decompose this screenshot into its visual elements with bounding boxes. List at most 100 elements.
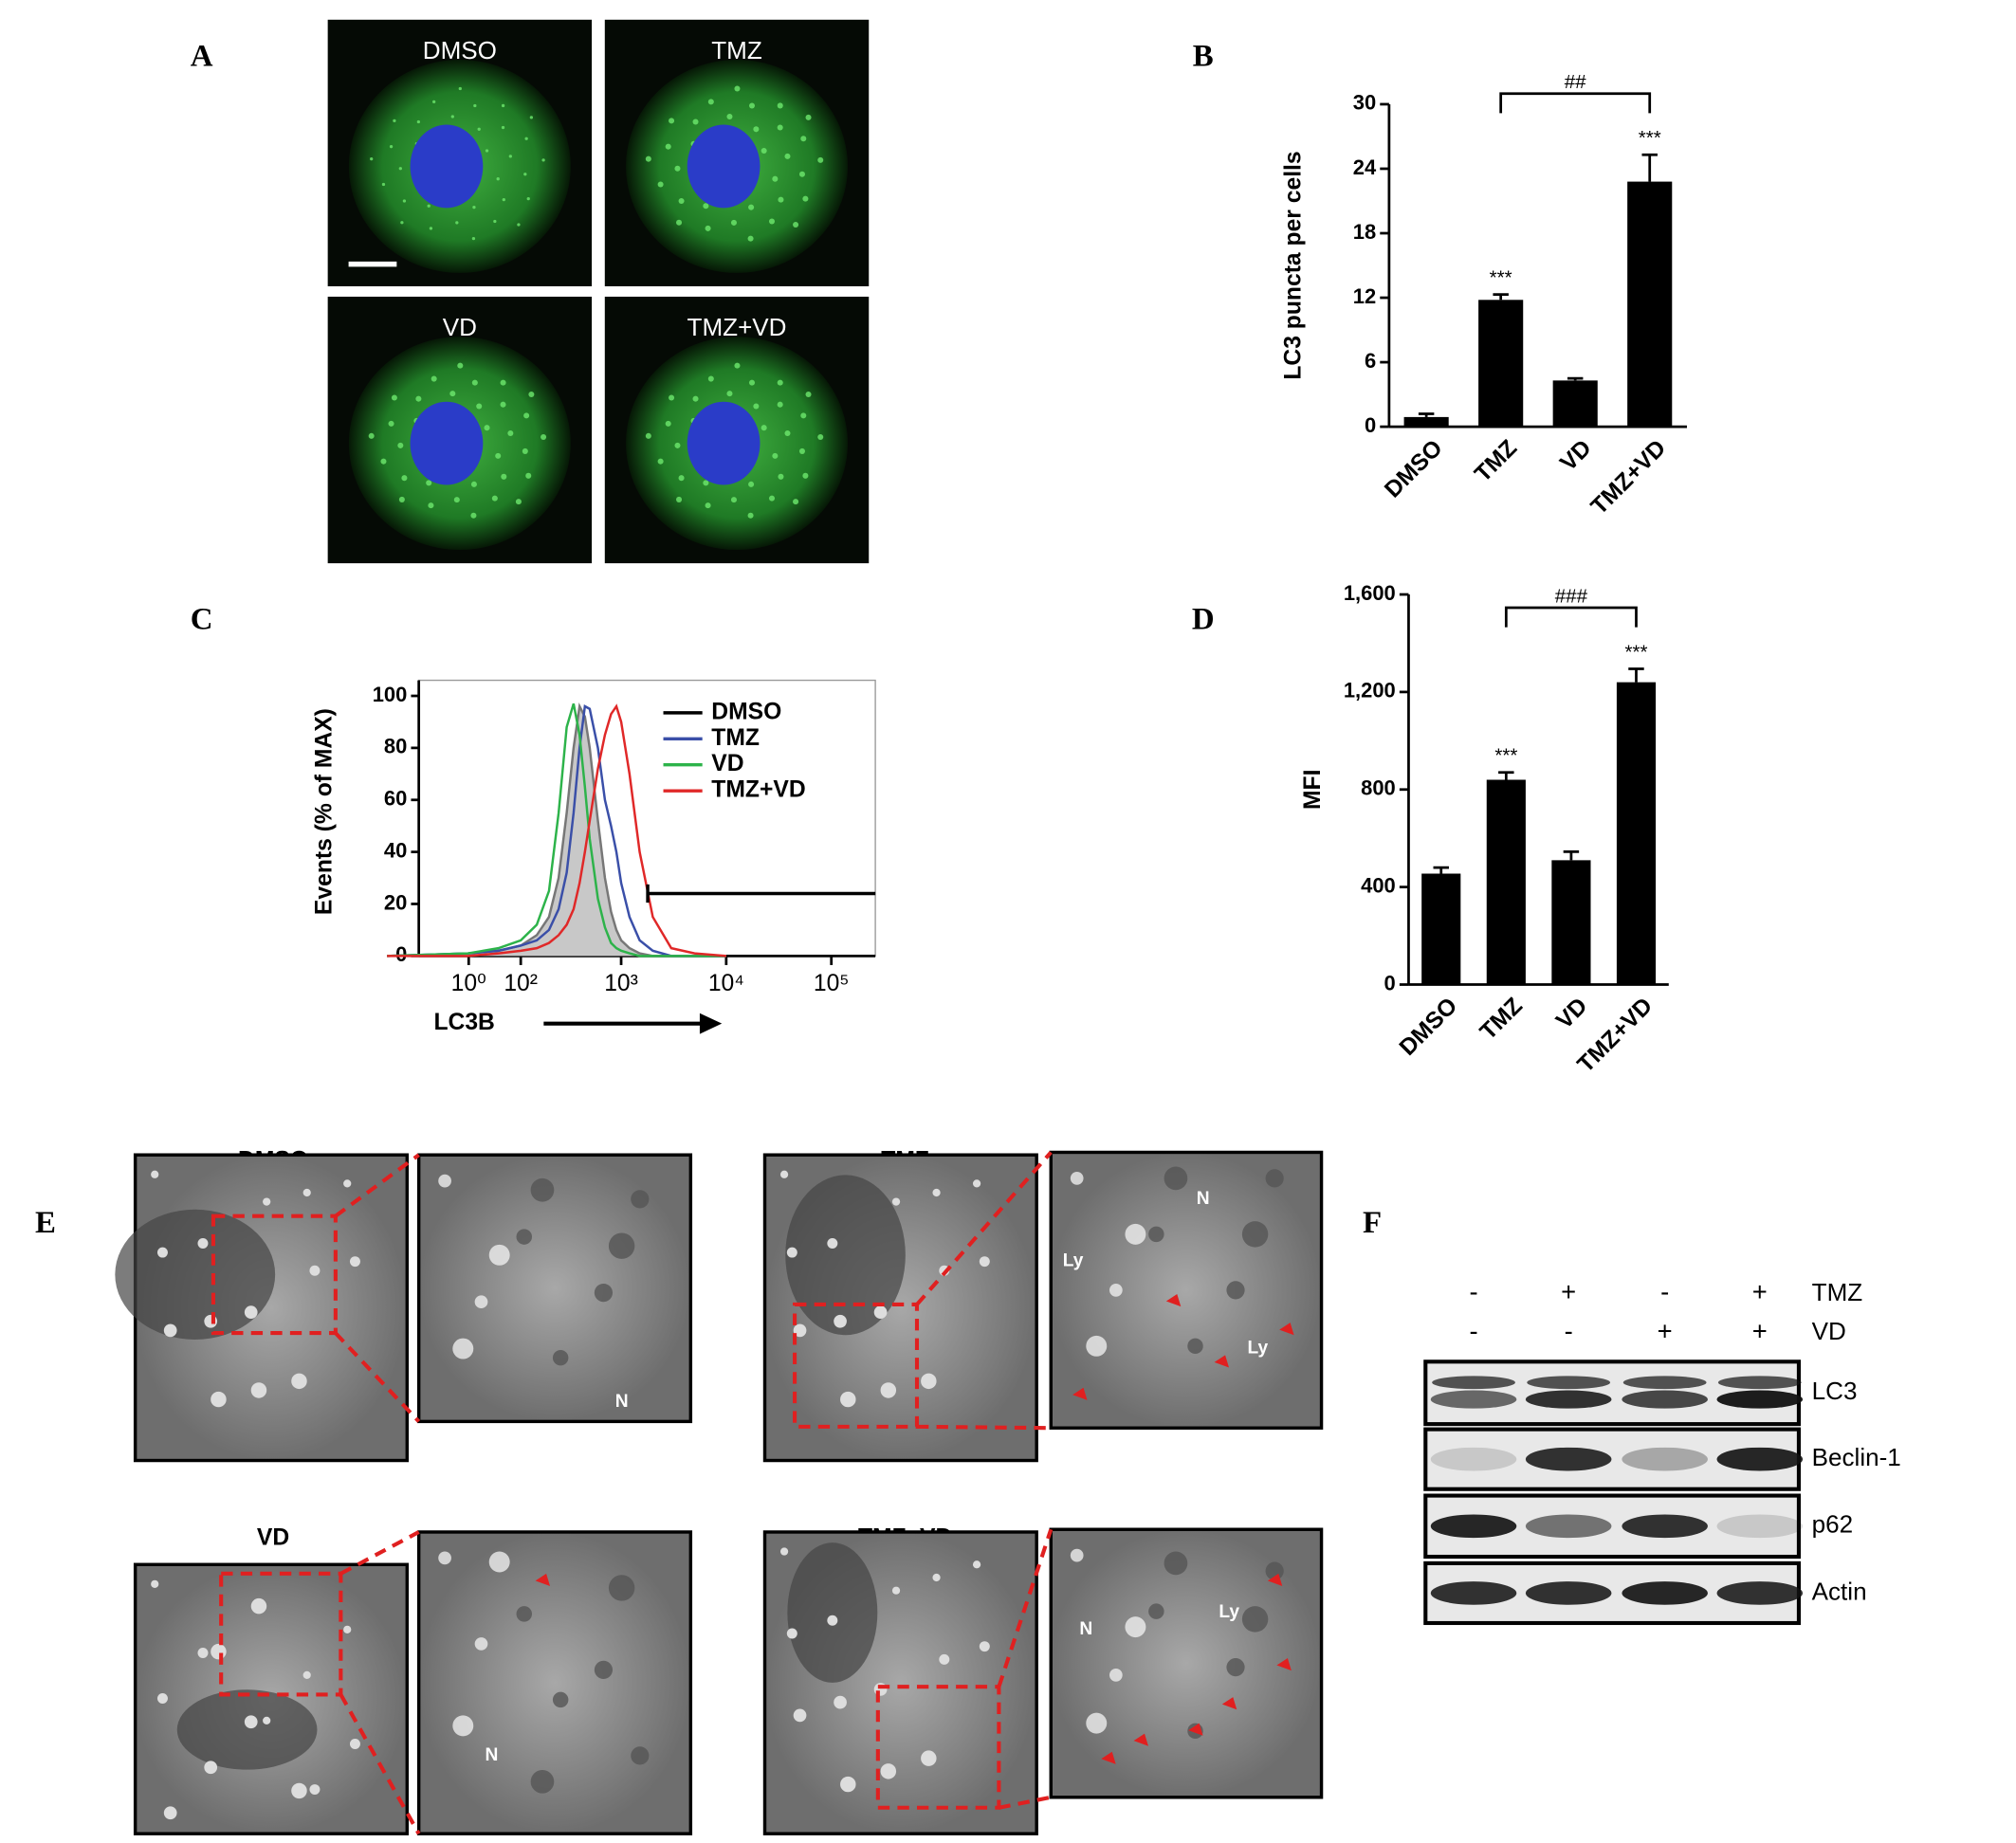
puncta <box>726 113 733 119</box>
treatment-sign: - <box>1469 1316 1477 1345</box>
vesicle <box>939 1653 950 1665</box>
band <box>1525 1447 1612 1471</box>
significance: *** <box>1624 641 1647 663</box>
vesicle <box>840 1776 856 1793</box>
band <box>1622 1390 1708 1409</box>
panel-label: C <box>191 602 213 636</box>
vesicle <box>530 1177 555 1202</box>
band <box>1716 1581 1804 1605</box>
x-tick-label: 10⁰ <box>451 971 486 996</box>
vesicle <box>921 1750 937 1766</box>
puncta <box>524 137 528 140</box>
puncta <box>391 394 397 401</box>
puncta <box>777 124 783 131</box>
vesicle <box>608 1575 635 1601</box>
vesicle <box>1148 1226 1164 1243</box>
puncta <box>496 177 500 181</box>
histogram-area <box>387 705 726 957</box>
puncta <box>778 473 784 480</box>
puncta <box>805 391 812 398</box>
vesicle <box>211 1643 227 1660</box>
em-annotation: Ly <box>1248 1339 1269 1359</box>
puncta <box>705 502 711 509</box>
x-tick-label: VD <box>1555 435 1596 476</box>
y-axis-label: MFI <box>1300 770 1326 810</box>
x-tick-label: DMSO <box>1380 435 1447 502</box>
treatment-sign: + <box>1561 1277 1576 1306</box>
vesicle <box>594 1283 614 1303</box>
vesicle <box>921 1373 937 1390</box>
band <box>1622 1376 1707 1390</box>
vesicle <box>786 1628 797 1639</box>
protein-label: LC3 <box>1812 1377 1858 1405</box>
micrograph-label: TMZ+VD <box>687 313 787 341</box>
vesicle <box>438 1551 451 1565</box>
puncta <box>507 429 514 437</box>
puncta <box>457 362 464 369</box>
y-tick-label: 80 <box>384 735 407 758</box>
vesicle <box>1164 1551 1188 1576</box>
vesicle <box>349 1256 360 1268</box>
vesicle <box>932 1573 941 1582</box>
puncta <box>817 156 824 163</box>
vesicle <box>1125 1616 1146 1638</box>
arrowhead <box>1072 1387 1088 1400</box>
puncta <box>473 103 477 108</box>
vesicle <box>474 1637 488 1651</box>
band <box>1622 1581 1708 1605</box>
y-tick-label: 800 <box>1361 776 1396 800</box>
vesicle <box>163 1323 177 1338</box>
puncta <box>400 221 404 225</box>
x-axis-label: LC3B <box>433 1010 494 1035</box>
legend-label: VD <box>711 751 743 776</box>
y-tick-label: 24 <box>1353 155 1377 179</box>
puncta <box>485 149 489 153</box>
micrograph-label: VD <box>443 313 477 341</box>
x-tick-label: 10⁵ <box>814 971 850 996</box>
y-axis-label: Events (% of MAX) <box>311 708 337 915</box>
panel-label: E <box>35 1206 56 1240</box>
vesicle <box>834 1695 847 1709</box>
puncta <box>470 512 477 519</box>
puncta <box>381 182 386 187</box>
puncta <box>398 496 405 502</box>
puncta <box>730 219 737 226</box>
puncta <box>541 158 545 162</box>
puncta <box>502 198 505 202</box>
puncta <box>793 221 799 228</box>
vesicle <box>1125 1223 1146 1245</box>
puncta <box>798 171 805 177</box>
histogram-line <box>387 703 727 958</box>
zoom-line <box>997 1528 1054 1688</box>
vesicle <box>979 1256 990 1268</box>
treatment-name: TMZ <box>1812 1278 1863 1306</box>
vesicle <box>302 1188 311 1197</box>
puncta <box>676 219 683 226</box>
em-annotation: N <box>1079 1619 1092 1639</box>
vesicle <box>1070 1548 1084 1562</box>
significance: *** <box>1490 267 1512 289</box>
arrowhead <box>1279 1323 1294 1336</box>
puncta <box>500 379 506 386</box>
vesicle <box>343 1179 352 1188</box>
vesicle <box>1265 1169 1284 1188</box>
puncta <box>753 403 760 410</box>
em-title: VD <box>257 1524 289 1550</box>
puncta <box>515 499 522 505</box>
bar <box>1403 416 1449 428</box>
puncta <box>525 472 532 479</box>
vesicle <box>291 1373 307 1390</box>
puncta <box>748 102 756 109</box>
arrowhead <box>1267 1573 1283 1586</box>
em-zoom <box>416 1530 693 1835</box>
puncta <box>777 401 783 408</box>
zoom-box <box>792 1302 920 1429</box>
puncta <box>730 497 737 503</box>
vesicle <box>452 1715 474 1737</box>
y-tick-label: 400 <box>1361 873 1396 897</box>
puncta <box>523 412 530 419</box>
vesicle <box>1226 1658 1245 1677</box>
puncta <box>455 221 459 225</box>
significance: *** <box>1639 127 1661 149</box>
vesicle <box>244 1305 258 1320</box>
